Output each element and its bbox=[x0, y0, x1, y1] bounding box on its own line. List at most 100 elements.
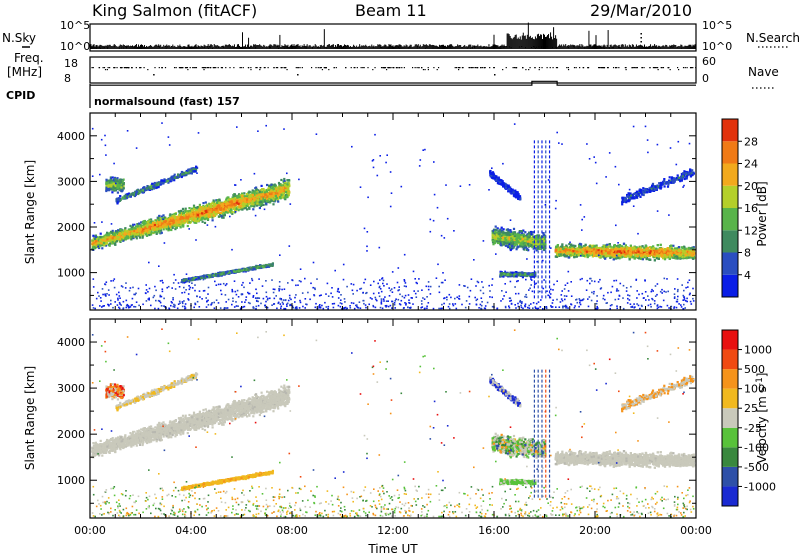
data-cell bbox=[134, 190, 137, 194]
data-cell bbox=[94, 237, 97, 240]
data-cell bbox=[145, 188, 148, 191]
nave-dot bbox=[127, 67, 129, 69]
data-cell bbox=[188, 221, 191, 224]
data-cell bbox=[202, 202, 205, 205]
data-cell bbox=[175, 226, 178, 229]
nsearch-dot bbox=[388, 47, 390, 49]
data-cell bbox=[238, 200, 241, 203]
data-cell bbox=[270, 189, 273, 192]
data-cell bbox=[216, 201, 219, 204]
data-cell bbox=[150, 231, 153, 234]
nsearch-dot bbox=[317, 46, 319, 48]
nave-dot bbox=[483, 67, 485, 69]
data-cell bbox=[183, 219, 186, 222]
nave-dot bbox=[686, 67, 688, 69]
data-cell bbox=[272, 185, 275, 188]
data-cell bbox=[224, 200, 227, 203]
data-cell bbox=[143, 225, 146, 228]
nsearch-dot bbox=[283, 47, 285, 49]
nsearch-dot bbox=[510, 47, 512, 49]
data-cell bbox=[282, 196, 285, 199]
nave-dot bbox=[356, 67, 358, 69]
data-cell bbox=[160, 231, 163, 234]
data-cell bbox=[151, 228, 154, 231]
data-cell bbox=[256, 202, 259, 205]
nave-dot bbox=[239, 67, 241, 69]
data-cell bbox=[216, 204, 219, 207]
data-cell bbox=[230, 205, 233, 208]
nsearch-dot bbox=[498, 46, 500, 48]
data-cell bbox=[215, 206, 218, 209]
nsearch-label: N.Search bbox=[746, 31, 800, 45]
nave-dot bbox=[567, 69, 570, 71]
nave-dot bbox=[350, 67, 352, 69]
nave-dot bbox=[106, 69, 108, 71]
data-cell bbox=[176, 221, 179, 224]
nsearch-dot bbox=[295, 46, 297, 48]
nave-dot bbox=[418, 67, 420, 69]
nsearch-dot bbox=[596, 47, 598, 49]
nsearch-dot bbox=[286, 46, 288, 48]
nave-dot bbox=[601, 67, 603, 69]
data-cell bbox=[223, 202, 226, 206]
data-cell bbox=[166, 220, 169, 223]
data-cell bbox=[142, 229, 145, 232]
power-scatter bbox=[91, 122, 696, 310]
data-cell bbox=[279, 184, 283, 188]
data-cell bbox=[106, 231, 109, 234]
nsearch-dot bbox=[125, 47, 127, 49]
data-cell bbox=[234, 199, 238, 203]
data-cell bbox=[249, 199, 252, 203]
nave-dot bbox=[493, 67, 495, 69]
data-cell bbox=[139, 230, 142, 233]
data-cell bbox=[177, 174, 180, 177]
nave-dot bbox=[360, 67, 362, 69]
data-cell bbox=[213, 209, 216, 212]
data-cell bbox=[212, 208, 215, 212]
data-cell bbox=[258, 195, 261, 198]
nave-dot bbox=[120, 67, 122, 69]
data-cell bbox=[244, 195, 247, 198]
data-cell bbox=[196, 206, 199, 209]
nsearch-dot bbox=[466, 47, 468, 49]
nsearch-dot bbox=[671, 46, 673, 48]
nsearch-dot bbox=[559, 46, 561, 48]
nsearch-dot bbox=[551, 46, 553, 48]
data-cell bbox=[217, 208, 220, 211]
data-cell bbox=[103, 241, 106, 245]
data-cell bbox=[221, 207, 224, 210]
data-cell bbox=[113, 233, 116, 237]
data-cell bbox=[258, 203, 262, 206]
data-cell bbox=[190, 218, 194, 221]
nave-dot bbox=[566, 67, 568, 69]
data-cell bbox=[217, 202, 221, 205]
nave-dot bbox=[625, 69, 627, 71]
data-cell bbox=[155, 231, 158, 234]
data-cell bbox=[236, 200, 239, 203]
data-cell bbox=[115, 235, 118, 239]
nave-dot bbox=[208, 67, 210, 69]
data-cell bbox=[194, 219, 197, 222]
data-cell bbox=[217, 205, 220, 208]
noise-tick-high-right: 10^5 bbox=[702, 19, 732, 32]
data-cell bbox=[268, 184, 271, 187]
nsearch-dot bbox=[555, 46, 557, 48]
nave-dot bbox=[175, 67, 177, 69]
nave-dot bbox=[128, 67, 130, 69]
data-cell bbox=[116, 197, 119, 200]
nave-dot bbox=[212, 67, 214, 69]
nsearch-dot bbox=[640, 33, 642, 35]
nave-dot bbox=[273, 67, 275, 69]
data-cell bbox=[182, 173, 185, 176]
data-cell bbox=[126, 196, 129, 199]
nsearch-dot bbox=[467, 46, 469, 48]
data-cell bbox=[149, 223, 152, 226]
data-cell bbox=[234, 209, 237, 212]
data-cell bbox=[287, 188, 290, 191]
data-cell bbox=[153, 223, 156, 227]
data-cell bbox=[92, 234, 95, 237]
data-cell bbox=[269, 195, 272, 198]
data-cell bbox=[156, 182, 159, 185]
data-cell bbox=[284, 191, 288, 194]
nsearch-dot bbox=[644, 47, 646, 49]
